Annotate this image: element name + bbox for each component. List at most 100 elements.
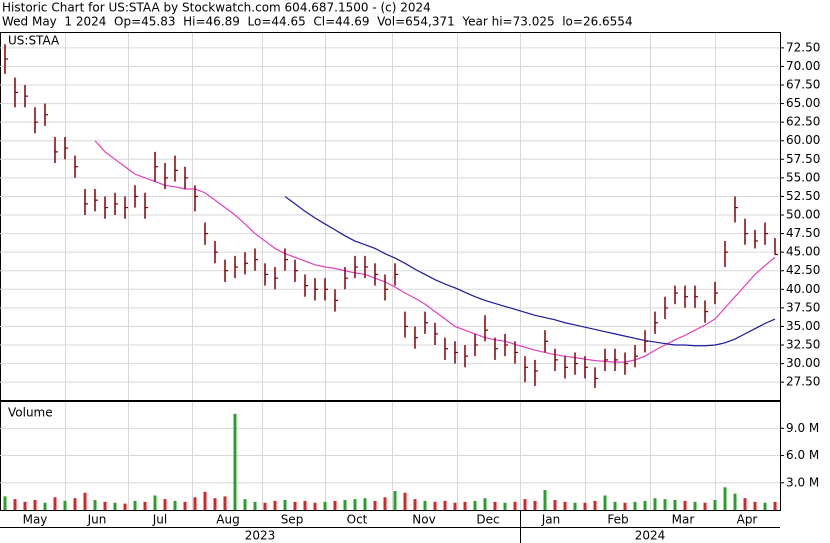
volume-bar (733, 493, 737, 510)
year-label: 2023 (245, 529, 276, 543)
volume-bar (53, 497, 57, 510)
volume-bar (123, 503, 127, 510)
volume-bar (603, 495, 607, 510)
x-tick-label: Jul (152, 513, 167, 527)
volume-bar (623, 502, 627, 510)
volume-bar (333, 500, 337, 510)
volume-bar (383, 497, 387, 510)
y-tick-label: 6.0 M (786, 448, 819, 462)
x-tick-label: Mar (672, 513, 695, 527)
volume-bar (403, 492, 407, 510)
price-panel (0, 32, 781, 401)
volume-bar (423, 500, 427, 510)
volume-bar (183, 501, 187, 510)
y-tick-label: 45.00 (786, 245, 820, 259)
x-tick-label: Apr (737, 513, 758, 527)
volume-bar (263, 502, 267, 510)
volume-bar (23, 501, 27, 510)
volume-bar (753, 501, 757, 510)
x-tick-label: Jan (541, 513, 561, 527)
x-tick-label: Jun (87, 513, 107, 527)
y-tick-label: 60.00 (786, 133, 820, 147)
volume-bar (433, 501, 437, 510)
volume-bar (463, 501, 467, 510)
chart-title: Historic Chart for US:STAA by Stockwatch… (2, 1, 431, 15)
volume-bar (653, 498, 657, 510)
y-tick-label: 62.50 (786, 115, 820, 129)
volume-bar (193, 497, 197, 510)
y-tick-label: 47.50 (786, 226, 820, 240)
volume-bar (243, 499, 247, 510)
y-tick-label: 57.50 (786, 152, 820, 166)
volume-bar (253, 501, 257, 510)
volume-bar (273, 500, 277, 510)
y-tick-label: 65.00 (786, 96, 820, 110)
moving-average (284, 195, 776, 347)
volume-bar (213, 498, 217, 510)
volume-bar (63, 500, 67, 510)
volume-bar (203, 491, 207, 510)
y-tick-label: 35.00 (786, 319, 820, 333)
volume-bar (503, 502, 507, 510)
year-label: 2024 (635, 529, 666, 543)
y-tick-label: 40.00 (786, 282, 820, 296)
x-tick-label: Feb (607, 513, 628, 527)
volume-bar (493, 501, 497, 510)
volume-bar (293, 501, 297, 510)
y-tick-label: 50.00 (786, 208, 820, 222)
x-tick-label: Oct (347, 513, 368, 527)
volume-bar (343, 500, 347, 510)
volume-bar (233, 413, 237, 510)
y-tick-label: 67.50 (786, 78, 820, 92)
volume-bar (353, 499, 357, 510)
volume-bar (693, 501, 697, 510)
volume-bar (73, 498, 77, 510)
volume-bar (83, 492, 87, 510)
volume-bar (173, 500, 177, 510)
x-tick-label: May (23, 513, 48, 527)
volume-bar (583, 502, 587, 510)
volume-bar (443, 500, 447, 510)
y-tick-label: 30.00 (786, 356, 820, 370)
volume-bar (643, 500, 647, 510)
volume-bar (133, 500, 137, 510)
volume-bar (553, 500, 557, 510)
x-tick-label: Sep (281, 513, 304, 527)
volume-bar (473, 500, 477, 510)
volume-bar (13, 499, 17, 510)
volume-bar (43, 502, 47, 510)
volume-bar (103, 501, 107, 510)
volume-bar (113, 502, 117, 510)
volume-bar (453, 502, 457, 510)
symbol-label: US:STAA (8, 34, 60, 48)
volume-bar (363, 498, 367, 510)
volume-bar (303, 500, 307, 510)
volume-bar (773, 501, 777, 510)
volume-bar (393, 490, 397, 510)
y-tick-label: 42.50 (786, 263, 820, 277)
y-tick-label: 52.50 (786, 189, 820, 203)
volume-bar (683, 500, 687, 510)
volume-bar (763, 502, 767, 510)
chart-subtitle: Wed May 1 2024 Op=45.83 Hi=46.89 Lo=44.6… (2, 15, 633, 29)
volume-bar (513, 501, 517, 510)
y-tick-label: 32.50 (786, 338, 820, 352)
volume-bar (633, 501, 637, 510)
volume-bar (703, 502, 707, 510)
volume-bar (3, 496, 7, 510)
volume-bar (373, 500, 377, 510)
volume-bar (673, 500, 677, 510)
volume-bar (613, 501, 617, 510)
volume-bar (523, 499, 527, 510)
volume-bar (663, 499, 667, 510)
x-tick-label: Aug (216, 513, 239, 527)
volume-bar (163, 499, 167, 510)
y-tick-label: 72.50 (786, 40, 820, 54)
volume-bar (723, 487, 727, 510)
volume-bar (573, 502, 577, 510)
volume-bar (33, 500, 37, 510)
volume-bar (543, 490, 547, 510)
volume-bar (593, 500, 597, 510)
